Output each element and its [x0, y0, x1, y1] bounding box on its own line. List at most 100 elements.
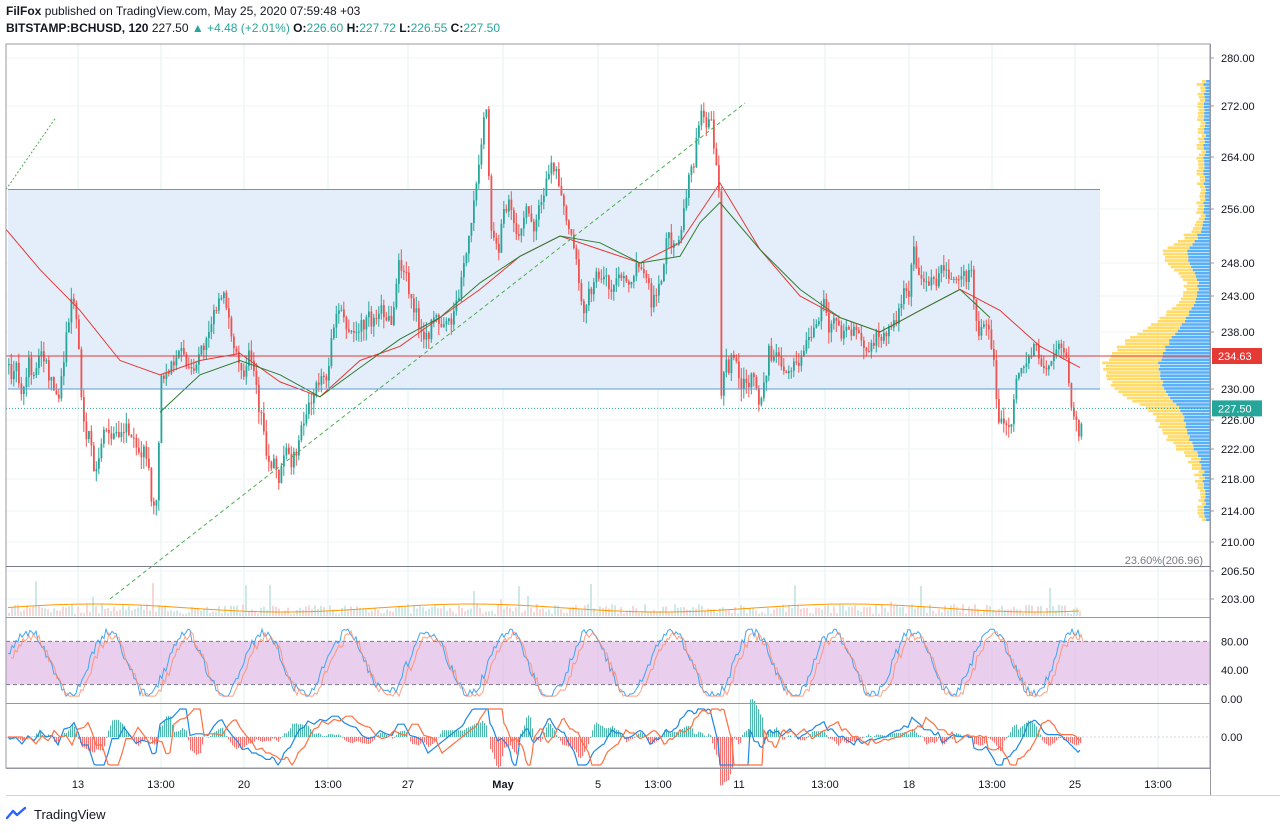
macd-histogram-bar	[570, 737, 572, 747]
profile-bar-sell	[1183, 284, 1198, 288]
candle-body	[110, 433, 113, 439]
macd-histogram-bar	[974, 737, 976, 745]
volume-bar	[599, 606, 601, 616]
candle-body	[983, 324, 985, 327]
candle-body	[563, 195, 565, 207]
macd-histogram-bar	[494, 737, 496, 759]
candle-body	[118, 431, 120, 438]
volume-bar	[239, 612, 241, 616]
macd-histogram-bar	[1046, 737, 1048, 745]
profile-bar-sell	[1162, 249, 1188, 253]
volume-bar	[914, 608, 916, 616]
macd-histogram-bar	[424, 737, 426, 743]
stoch-band	[6, 641, 1210, 685]
volume-bar	[410, 613, 412, 616]
candle-body	[408, 272, 410, 294]
macd-histogram-bar	[64, 732, 66, 737]
profile-bar-sell	[1159, 422, 1186, 425]
candle-body	[785, 371, 788, 374]
candle-body	[903, 288, 905, 304]
profile-bar-buy	[1187, 249, 1210, 253]
candle-body	[545, 178, 548, 196]
candle-body	[95, 468, 98, 472]
candle-body	[888, 326, 890, 337]
candle-body	[458, 297, 460, 301]
publisher-name[interactable]: FilFox	[6, 4, 42, 18]
profile-bar-sell	[1166, 438, 1190, 441]
volume-bar	[419, 606, 421, 616]
candle-body	[803, 350, 805, 357]
volume-bar	[575, 605, 577, 616]
volume-bar	[224, 606, 226, 616]
volume-bar	[674, 604, 676, 616]
profile-bar-sell	[1200, 99, 1206, 102]
volume-bar	[362, 608, 364, 616]
volume-bar	[284, 610, 286, 616]
volume-bar	[407, 604, 409, 616]
profile-bar-sell	[1173, 243, 1193, 246]
volume-bar	[32, 606, 34, 616]
volume-bar	[92, 596, 94, 616]
macd-histogram-bar	[1076, 737, 1078, 746]
volume-bar	[209, 612, 211, 616]
volume-bar	[1034, 611, 1036, 616]
profile-bar-sell	[1200, 89, 1206, 93]
volume-bar	[122, 604, 124, 616]
price-tick-label: 206.50	[1221, 566, 1255, 578]
profile-bar-buy	[1202, 224, 1210, 227]
stoch-tick-label: 40.00	[1221, 665, 1249, 677]
profile-bar-buy	[1197, 233, 1210, 237]
macd-histogram-bar	[696, 734, 698, 737]
profile-bar-sell	[1178, 272, 1195, 275]
candle-body	[8, 364, 10, 366]
candle-body	[770, 345, 773, 361]
macd-histogram-bar	[748, 728, 750, 737]
volume-bar	[848, 606, 850, 616]
profile-bar-sell	[1200, 192, 1206, 195]
macd-histogram-bar	[404, 730, 406, 737]
candle-body	[448, 318, 450, 322]
profile-bar-sell	[1198, 153, 1205, 157]
volume-bar	[1037, 606, 1039, 616]
macd-histogram-bar	[918, 735, 920, 737]
macd-histogram-bar	[604, 727, 606, 737]
volume-bar	[926, 613, 928, 616]
time-tick-label: 13:00	[147, 779, 175, 791]
volume-bar	[380, 613, 382, 616]
candle-body	[405, 272, 408, 274]
volume-bar	[374, 607, 376, 616]
candle-body	[715, 148, 718, 166]
volume-bar	[800, 608, 802, 616]
macd-histogram-bar	[296, 723, 298, 737]
profile-bar-buy	[1188, 259, 1210, 262]
volume-bar	[767, 607, 769, 616]
volume-bar	[332, 609, 334, 616]
macd-histogram-bar	[272, 737, 274, 739]
volume-bar	[275, 606, 277, 616]
last-price: 227.50	[151, 21, 189, 35]
candle-body	[658, 283, 660, 296]
profile-bar-buy	[1204, 217, 1210, 221]
macd-histogram-bar	[200, 737, 202, 753]
macd-histogram-bar	[308, 725, 310, 737]
candle-body	[93, 445, 95, 472]
macd-histogram-bar	[448, 730, 450, 737]
macd-histogram-bar	[420, 737, 422, 744]
profile-bar-sell	[1182, 278, 1197, 281]
footer-brand[interactable]: TradingView	[34, 806, 106, 822]
volume-bar	[659, 611, 661, 616]
profile-bar-sell	[1196, 144, 1204, 147]
macd-histogram-bar	[690, 726, 692, 737]
volume-bar	[107, 607, 109, 616]
profile-bar-sell	[1197, 160, 1205, 163]
candle-body	[1020, 367, 1023, 374]
volume-bar	[944, 605, 946, 616]
macd-line	[7, 708, 1081, 767]
macd-histogram-bar	[668, 731, 670, 737]
volume-bar	[14, 605, 16, 616]
chart-canvas[interactable]: 23.60%(206.96) 280.00272.00264.00256.002…	[0, 0, 1280, 800]
profile-bar-sell	[1174, 268, 1193, 272]
macd-histogram-bar	[82, 737, 84, 748]
profile-bar-sell	[1109, 358, 1162, 361]
volume-bar	[656, 611, 658, 616]
